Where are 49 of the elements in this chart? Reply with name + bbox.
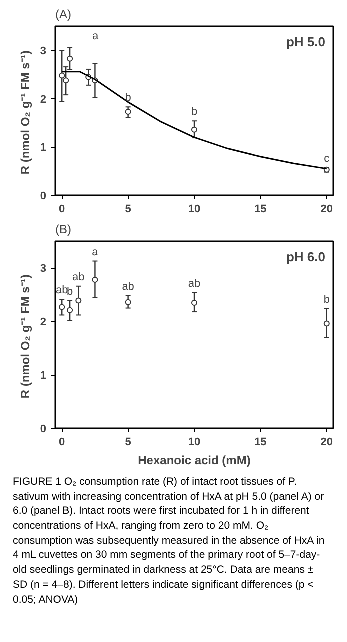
x-tick-label: 20: [320, 204, 334, 216]
x-tick-label: 15: [254, 436, 267, 448]
y-tick-label: 3: [40, 263, 47, 276]
y-tick-label: 0: [40, 424, 47, 436]
x-tick-label: 10: [188, 436, 201, 448]
data-label: ab: [188, 278, 201, 290]
point: [192, 300, 198, 306]
x-tick-label: 5: [125, 204, 132, 216]
data-label: b: [67, 286, 74, 298]
x-tick-label: 20: [320, 436, 334, 448]
point: [63, 78, 70, 84]
chart-title: (B): [56, 222, 72, 236]
data-label: c: [324, 152, 330, 165]
y-tick-label: 2: [40, 316, 47, 329]
point: [125, 108, 132, 115]
data-label: ab: [56, 284, 68, 297]
point: [324, 320, 330, 327]
data-label: b: [191, 106, 198, 118]
x-tick-label: 5: [125, 436, 132, 448]
y-tick-label: 3: [40, 46, 47, 58]
text: FIGURE 1 O₂ consumption rate (R) of intact root tissues of P. sativum with increasing concentration of HxA at pH 5.0 (panel A) or 6.0 (panel B). Intact roots were first incubated for 1 h in different concentrations of HxA, ranging from zero to 20 mM. O₂ consumption was subsequently measured in the absence of HxA in 4 mL cuvettes on 30 mm segments of the primary root of 5–7-day-old seedlings germinated in darkness at 25°C. Data are means ± SD (n = 4–8). Different letters indicate significant differences (p < 0.05; ANOVA): [13, 476, 325, 606]
point: [125, 299, 132, 306]
x-tick-label: 0: [59, 436, 66, 448]
point: [76, 298, 82, 304]
y-tick-label: 0: [40, 190, 47, 202]
x-tick-label: 0: [59, 204, 66, 216]
point: [59, 304, 66, 310]
x-tick-label: 15: [254, 204, 267, 216]
annotation: a: [92, 30, 100, 42]
text: pH 6.0: [286, 250, 326, 264]
data-label: a: [92, 246, 100, 258]
data-label: b: [125, 92, 132, 104]
point: [192, 126, 198, 133]
x-tick-label: 10: [188, 204, 201, 216]
data-label: ab: [122, 280, 134, 293]
data-label: b: [324, 294, 330, 306]
y-axis-title: R (nmol O₂ g⁻¹ FM s⁻¹): [18, 50, 32, 175]
x-axis-title: Hexanoic acid (mM): [138, 454, 251, 468]
point: [59, 72, 66, 79]
y-tick-label: 2: [40, 94, 47, 106]
chart-title: (A): [56, 8, 72, 22]
point: [67, 56, 74, 62]
y-tick-label: 1: [40, 142, 47, 154]
point: [92, 276, 98, 283]
point: [67, 307, 74, 314]
y-tick-label: 1: [40, 370, 47, 382]
y-axis-title: R (nmol O₂ g⁻¹ FM s⁻¹): [18, 274, 32, 399]
text: pH 5.0: [286, 34, 326, 50]
data-label: ab: [72, 271, 85, 284]
